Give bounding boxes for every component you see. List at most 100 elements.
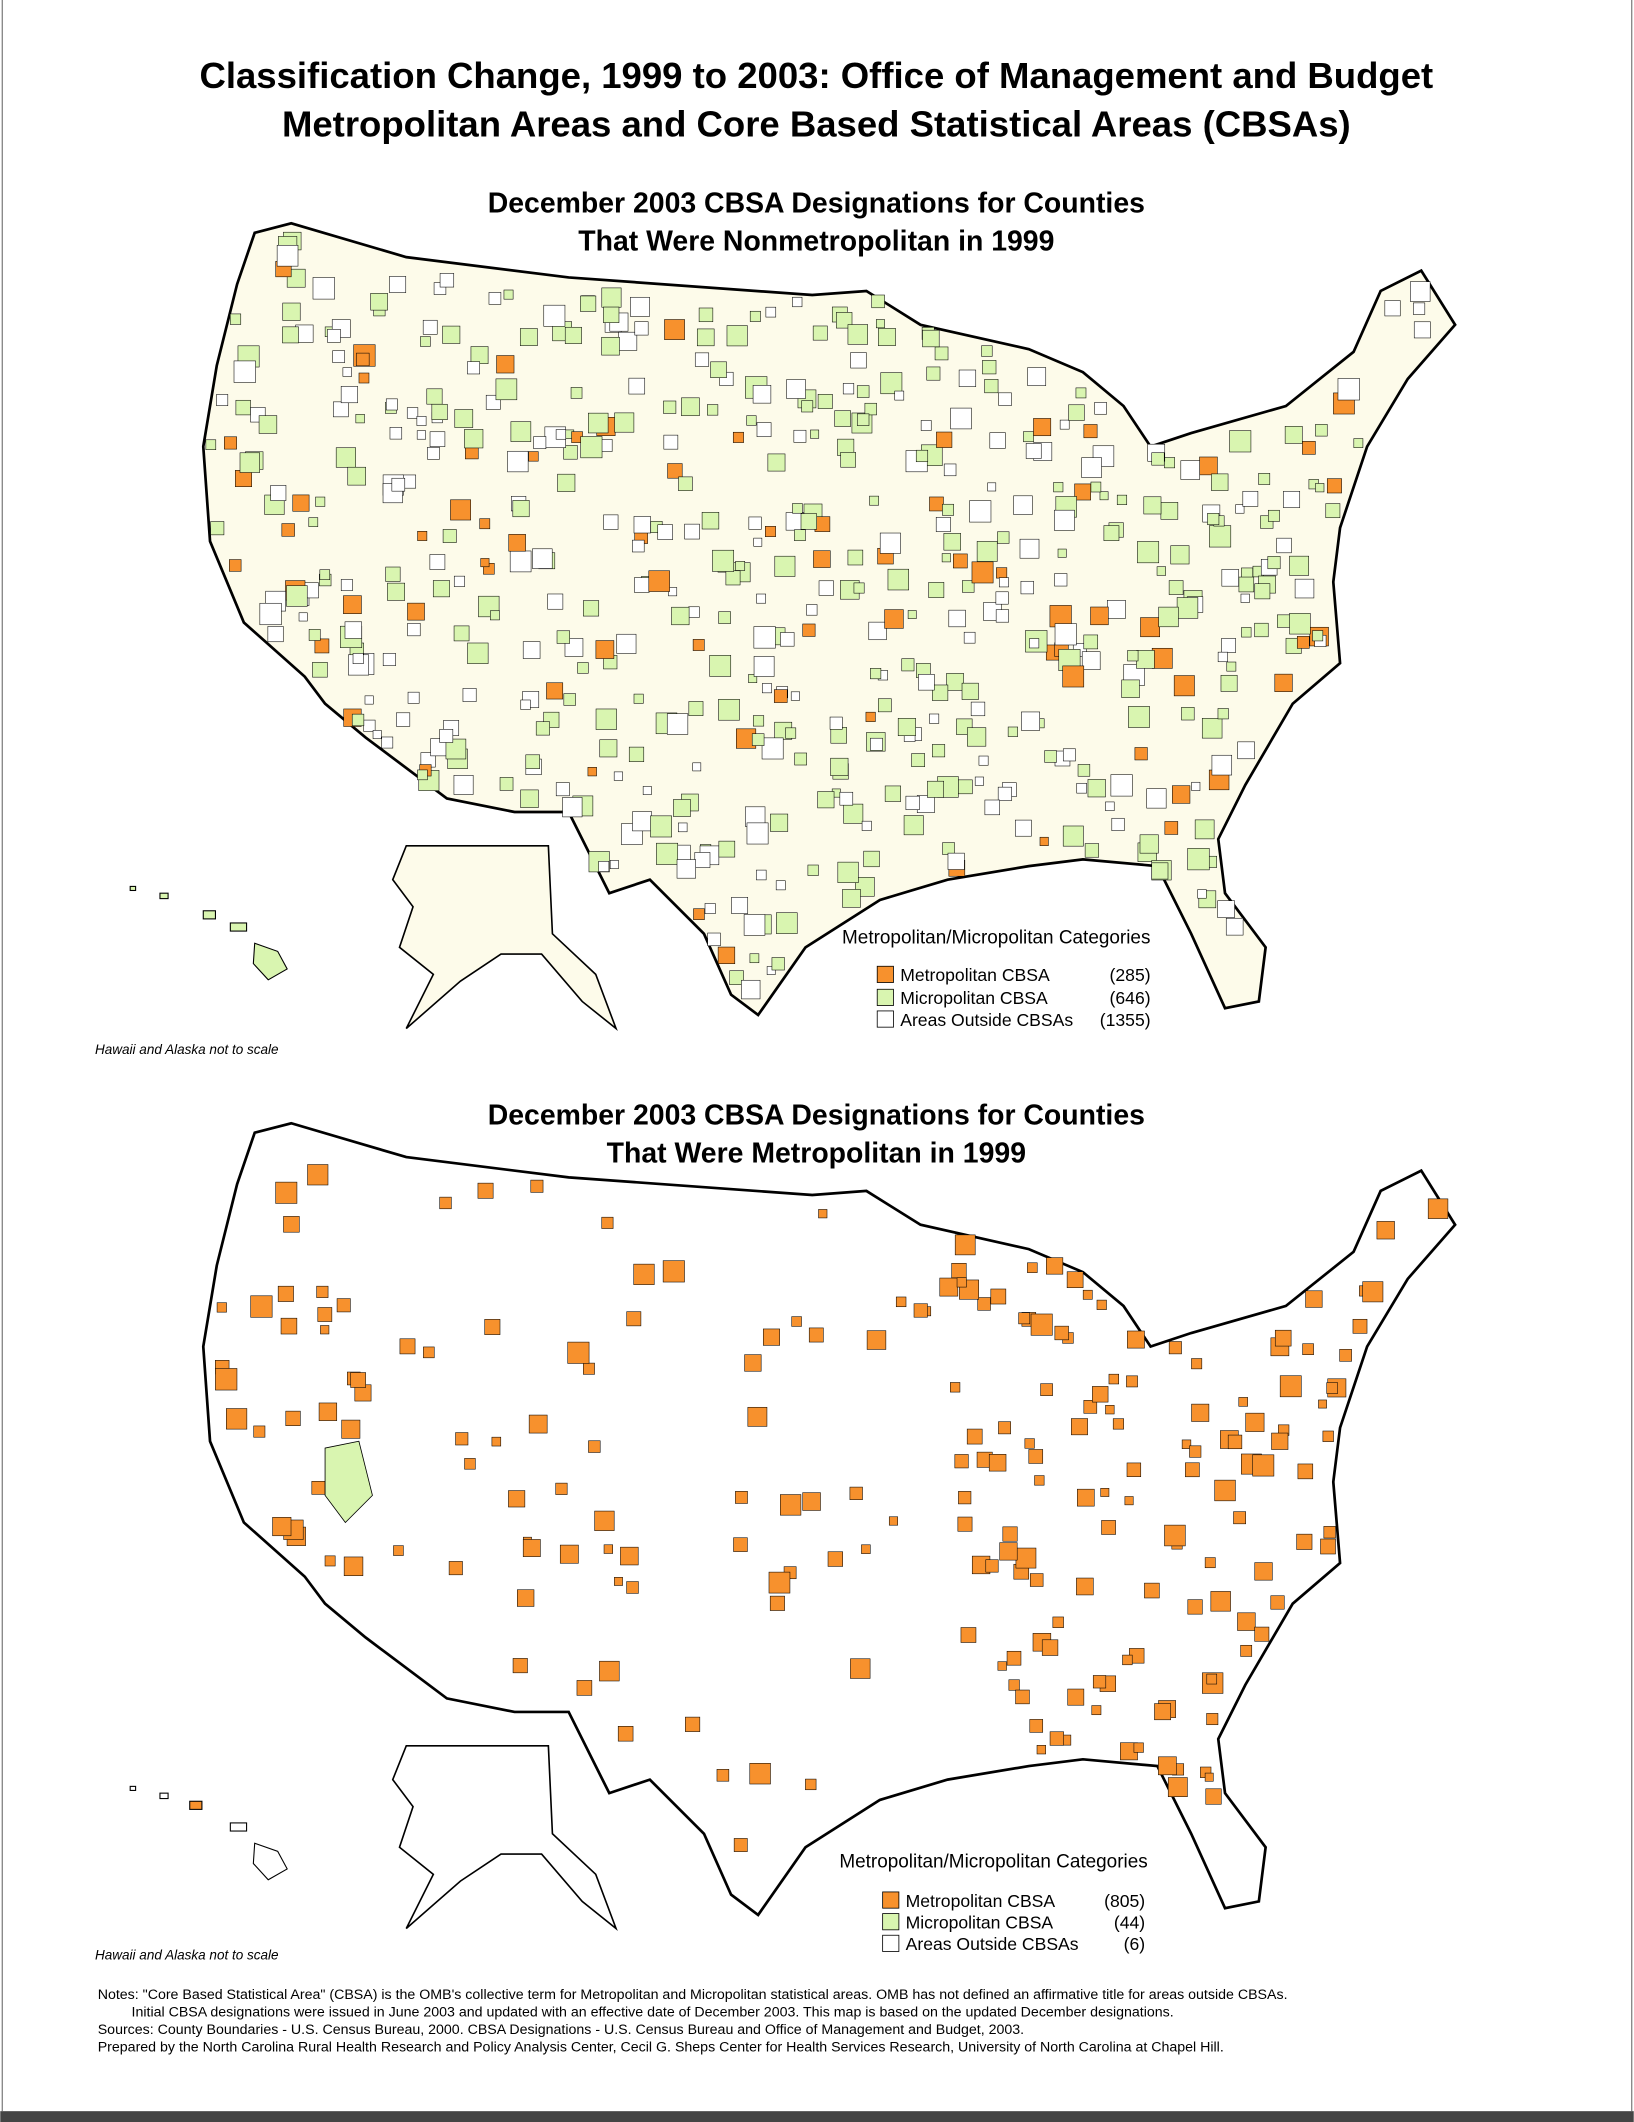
county [753,626,776,649]
county [1018,1312,1031,1325]
county [464,429,484,449]
county [827,1551,843,1567]
county [546,682,564,700]
island [129,885,137,892]
county [756,422,772,437]
county [1233,1511,1246,1525]
map-title: That Were Nonmetropolitan in 1999 [578,225,1054,257]
county [484,1319,501,1335]
note: Sources: County Boundaries - U.S. Census… [98,2022,1024,2038]
county [999,1542,1018,1561]
county [1028,1449,1044,1464]
legend: Metropolitan CBSA Micropolitan CBSA Area… [882,1891,1145,1954]
county [512,500,530,518]
county [1220,674,1238,692]
county [707,932,721,947]
county [941,553,951,563]
county [453,775,474,795]
county [775,880,786,891]
county [389,276,407,293]
county [878,328,896,346]
legend-swatch [882,1891,900,1909]
county [1146,788,1167,809]
county [1302,1343,1314,1355]
county [879,532,901,554]
county [769,1595,785,1611]
county [235,470,252,487]
county [1062,665,1085,688]
county [807,864,819,876]
county [563,445,578,460]
county [950,1382,961,1393]
county [1296,636,1310,649]
county [389,427,403,440]
county [381,736,394,749]
county [1217,900,1235,918]
county [656,842,679,865]
county-fills [205,231,1431,1000]
county [856,413,870,426]
county [613,771,623,781]
county [688,701,704,716]
county [1134,747,1148,761]
county [971,561,994,584]
county [642,786,652,795]
county [1013,495,1033,515]
county [744,1354,762,1372]
county [1279,1375,1302,1398]
county [239,452,260,473]
county [1094,402,1107,415]
county [1237,1612,1256,1631]
county [453,625,470,642]
county [942,842,955,855]
county [1274,1329,1292,1347]
county [988,1454,1007,1472]
county [533,436,547,450]
county [1207,513,1220,526]
county [1024,1438,1035,1449]
map [129,221,1457,1030]
county [562,797,583,818]
county [901,658,915,672]
county [929,713,940,724]
island [229,922,248,932]
county [1076,1577,1094,1596]
county [666,713,689,735]
county [229,313,242,325]
legend-count: (646) [1110,988,1151,1008]
county [808,1327,824,1343]
county [454,409,474,428]
county [1054,623,1077,646]
county [528,451,539,462]
county [753,656,775,677]
county [692,762,702,772]
county [351,713,365,727]
county [455,1432,469,1446]
county [617,1726,634,1742]
county [958,369,977,387]
island [159,892,169,900]
island [189,1800,203,1810]
legend-swatch [882,1913,900,1931]
county [718,698,740,721]
county [733,1838,748,1852]
county [970,701,986,717]
county [1054,1325,1069,1341]
county [633,693,644,704]
county [224,436,237,450]
county [648,570,670,592]
county [1305,1290,1323,1308]
county [1076,782,1087,794]
county [555,1482,568,1495]
county [280,1317,298,1335]
county [1185,1462,1200,1478]
county [520,789,539,808]
county [275,1181,298,1204]
county [340,386,358,404]
county [250,1295,273,1318]
legend-count: (44) [1114,1912,1145,1932]
county [1276,537,1292,554]
county [276,245,299,267]
county [1054,509,1075,531]
county [555,782,570,797]
